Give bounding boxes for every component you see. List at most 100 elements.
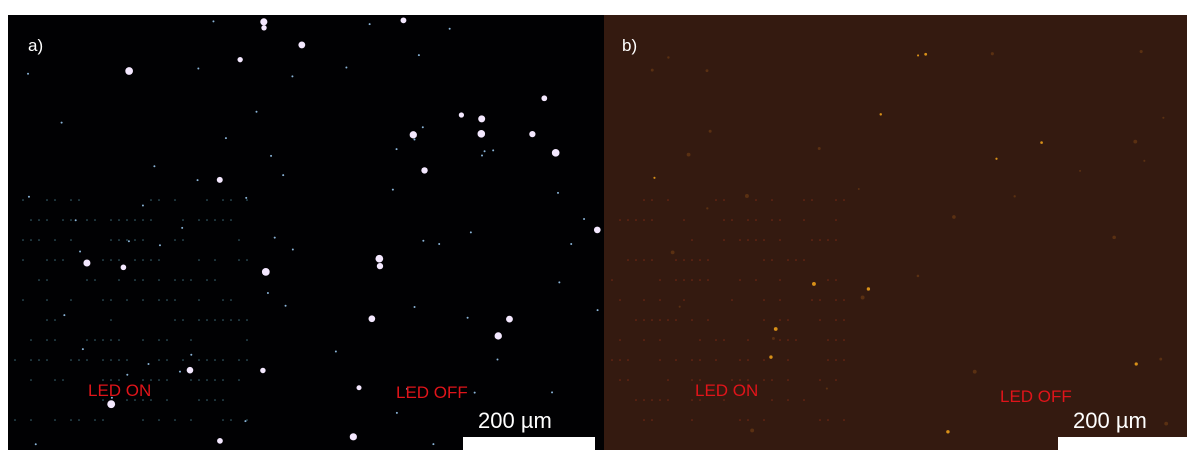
speckle <box>772 337 775 340</box>
speckle <box>843 319 845 321</box>
speckle <box>14 359 16 361</box>
speckle <box>481 155 483 157</box>
speckle <box>643 399 645 401</box>
speckle <box>414 306 416 308</box>
speckle <box>182 219 184 221</box>
speckle <box>230 319 232 321</box>
speckle <box>413 139 415 141</box>
speckle <box>709 130 712 133</box>
speckle <box>651 419 653 421</box>
speckle <box>715 199 717 201</box>
speckle <box>214 379 216 381</box>
speckle <box>30 419 32 421</box>
speckle <box>70 199 72 201</box>
speckle <box>206 359 208 361</box>
speckle <box>995 158 997 160</box>
speckle <box>94 419 96 421</box>
speckle <box>126 239 128 241</box>
speckle <box>787 359 789 361</box>
speckle <box>260 18 267 25</box>
speckle <box>627 259 629 261</box>
speckle <box>222 319 224 321</box>
speckle <box>643 339 645 341</box>
speckle <box>558 281 560 283</box>
speckle <box>861 296 865 300</box>
speckle <box>835 359 837 361</box>
speckle <box>182 319 184 321</box>
speckle <box>222 359 224 361</box>
speckle <box>529 131 535 137</box>
speckle <box>118 239 120 241</box>
speckle <box>128 240 130 242</box>
speckle <box>134 219 136 221</box>
speckle <box>819 379 821 381</box>
speckle <box>843 339 845 341</box>
speckle <box>1040 141 1043 144</box>
speckle <box>190 279 192 281</box>
speckle <box>222 219 224 221</box>
speckle <box>421 167 427 173</box>
speckle <box>222 419 224 421</box>
speckle <box>270 155 272 157</box>
speckle <box>217 438 223 444</box>
speckle <box>827 339 829 341</box>
speckle <box>230 199 232 201</box>
speckle <box>811 199 813 201</box>
speckle <box>142 239 144 241</box>
speckle <box>28 196 30 198</box>
speckle <box>635 399 637 401</box>
speckle <box>843 199 845 201</box>
speckle <box>158 379 160 381</box>
scale-bar <box>1058 437 1187 450</box>
speckle <box>174 419 176 421</box>
speckle <box>62 379 64 381</box>
speckle <box>723 219 725 221</box>
speckle <box>190 379 192 381</box>
speckle <box>102 339 104 341</box>
speckle <box>747 339 749 341</box>
speckle <box>238 319 240 321</box>
speckle <box>142 219 144 221</box>
speckle <box>771 379 773 381</box>
speckle <box>835 279 837 281</box>
speckle <box>214 359 216 361</box>
speckle <box>206 199 208 201</box>
speckle <box>643 259 645 261</box>
speckle <box>1164 422 1168 426</box>
speckle <box>94 279 96 281</box>
speckle <box>158 199 160 201</box>
speckle <box>217 177 223 183</box>
speckle <box>611 359 613 361</box>
speckle <box>583 218 585 220</box>
speckle <box>54 239 56 241</box>
speckle <box>212 20 214 22</box>
speckle <box>46 199 48 201</box>
speckle <box>174 199 176 201</box>
annotation: LED ON <box>88 381 151 400</box>
speckle <box>747 359 749 361</box>
speckle <box>158 339 160 341</box>
speckle <box>699 259 701 261</box>
speckle <box>659 359 661 361</box>
speckle <box>214 279 216 281</box>
speckle <box>75 219 77 221</box>
speckle <box>245 197 247 199</box>
speckle <box>61 122 63 124</box>
speckle <box>715 359 717 361</box>
speckle <box>826 388 828 390</box>
speckle <box>238 379 240 381</box>
speckle <box>627 359 629 361</box>
speckle <box>267 292 269 294</box>
speckle <box>611 279 613 281</box>
speckle <box>174 299 176 301</box>
speckle <box>369 315 376 322</box>
speckle <box>627 219 629 221</box>
speckle <box>763 239 765 241</box>
speckle <box>174 279 176 281</box>
speckle <box>246 199 248 201</box>
speckle <box>924 53 927 56</box>
speckle <box>70 219 72 221</box>
speckle <box>683 259 685 261</box>
speckle <box>496 359 498 361</box>
speckle <box>835 339 837 341</box>
